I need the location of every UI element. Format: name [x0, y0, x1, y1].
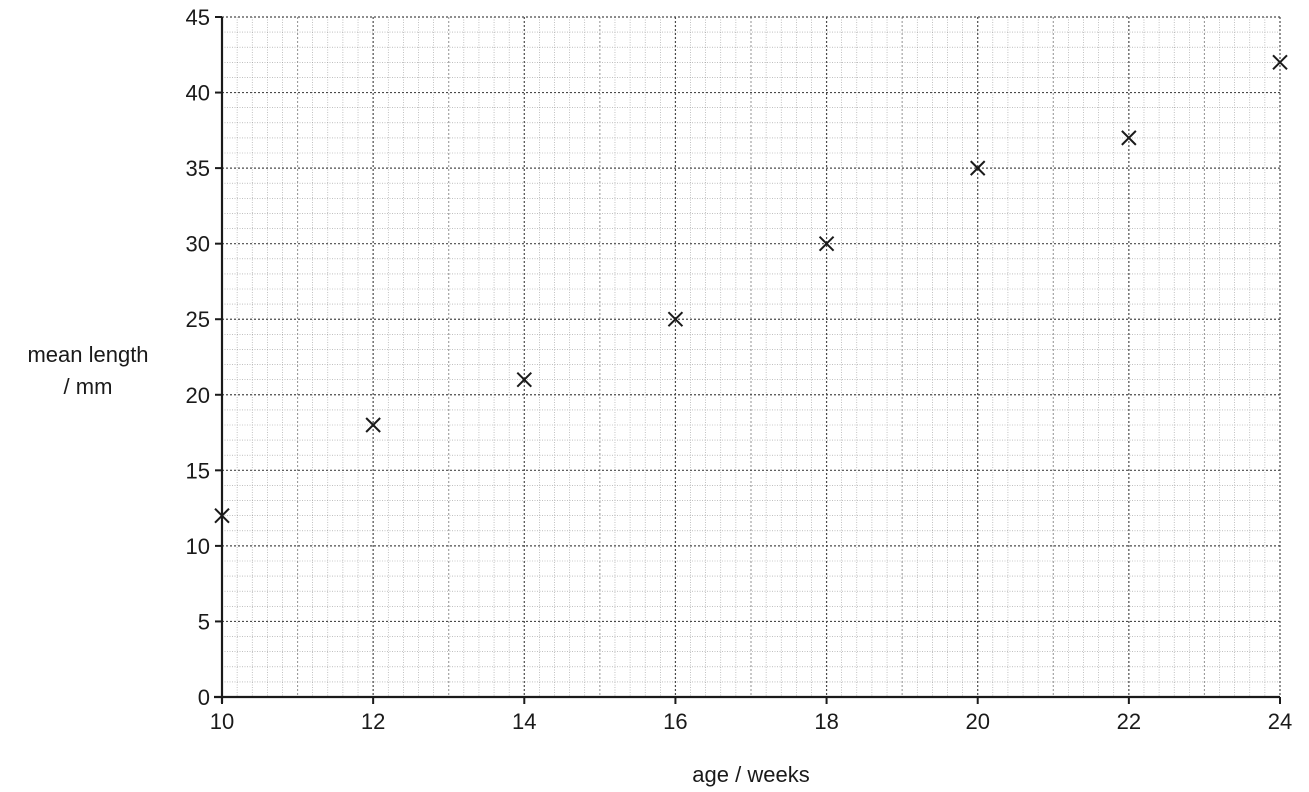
y-tick-label: 30	[186, 232, 210, 257]
x-axis-label: age / weeks	[692, 762, 809, 787]
y-tick-label: 25	[186, 307, 210, 332]
x-tick-label: 20	[965, 709, 989, 734]
x-tick-labels: 10 12 14 16 18 20 22 24	[210, 709, 1292, 734]
y-tick-label: 0	[198, 685, 210, 710]
y-tick-label: 15	[186, 458, 210, 483]
y-tick-label: 45	[186, 5, 210, 30]
x-tick-label: 14	[512, 709, 536, 734]
data-point-marker	[214, 507, 230, 524]
data-point-marker	[970, 160, 986, 176]
x-tick-label: 12	[361, 709, 385, 734]
x-tick-label: 24	[1268, 709, 1292, 734]
y-axis-label-line1: mean length	[27, 342, 148, 367]
minor-grid	[222, 17, 1280, 697]
y-tick-label: 35	[186, 156, 210, 181]
x-tick-label: 16	[663, 709, 687, 734]
y-tick-label: 10	[186, 534, 210, 559]
y-tick-label: 5	[198, 609, 210, 634]
x-tick-label: 18	[814, 709, 838, 734]
y-tick-label: 20	[186, 383, 210, 408]
data-point-marker	[1272, 54, 1288, 71]
x-tick-label: 10	[210, 709, 234, 734]
x-tick-label: 22	[1117, 709, 1141, 734]
data-points	[214, 54, 1288, 524]
y-axis-label-line2: / mm	[64, 374, 113, 399]
y-tick-label: 40	[186, 81, 210, 106]
data-point-marker	[1121, 130, 1137, 146]
data-point-marker	[667, 311, 684, 327]
y-tick-labels: 0 5 10 15 20 25 30 35 40 45	[186, 5, 210, 710]
data-point-marker	[516, 371, 532, 388]
axes	[214, 16, 1281, 704]
data-point-marker	[365, 417, 381, 433]
data-point-marker	[818, 235, 835, 252]
